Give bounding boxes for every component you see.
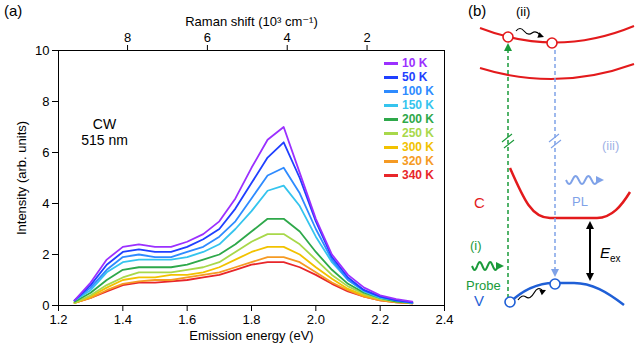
svg-text:Raman shift (10³ cm⁻¹): Raman shift (10³ cm⁻¹) bbox=[185, 14, 318, 29]
html-text:340 K: 340 K bbox=[402, 168, 434, 182]
svg-text:4: 4 bbox=[284, 30, 291, 45]
svg-text:V: V bbox=[474, 292, 484, 309]
svg-text:8: 8 bbox=[124, 30, 131, 45]
html-text:250 K: 250 K bbox=[402, 126, 434, 140]
svg-text:(iii): (iii) bbox=[602, 138, 619, 153]
svg-text:C: C bbox=[474, 194, 485, 211]
svg-text:(b): (b) bbox=[468, 2, 486, 19]
svg-text:6: 6 bbox=[42, 145, 49, 160]
svg-text:PL: PL bbox=[572, 194, 588, 209]
svg-text:2.2: 2.2 bbox=[371, 312, 389, 327]
svg-text:2.4: 2.4 bbox=[435, 312, 453, 327]
svg-text:2.0: 2.0 bbox=[307, 312, 325, 327]
html-text:100 K: 100 K bbox=[402, 84, 434, 98]
svg-text:1.8: 1.8 bbox=[242, 312, 260, 327]
svg-text:2: 2 bbox=[42, 247, 49, 262]
html-text:300 K: 300 K bbox=[402, 140, 434, 154]
html-text:50 K: 50 K bbox=[402, 70, 428, 84]
svg-text:8: 8 bbox=[42, 94, 49, 109]
svg-text:1.4: 1.4 bbox=[114, 312, 132, 327]
svg-text:(ii): (ii) bbox=[516, 4, 530, 19]
svg-text:4: 4 bbox=[42, 196, 49, 211]
html-text:10 K: 10 K bbox=[402, 56, 428, 70]
svg-text:Eex: Eex bbox=[600, 244, 621, 264]
svg-text:Emission energy (eV): Emission energy (eV) bbox=[189, 328, 313, 343]
svg-text:Intensity (arb. units): Intensity (arb. units) bbox=[14, 121, 29, 235]
svg-text:10: 10 bbox=[35, 43, 49, 58]
svg-text:(i): (i) bbox=[470, 238, 482, 253]
html-text:200 K: 200 K bbox=[402, 112, 434, 126]
svg-text:2: 2 bbox=[363, 30, 370, 45]
svg-text:1.2: 1.2 bbox=[49, 312, 67, 327]
svg-text:0: 0 bbox=[42, 298, 49, 313]
svg-text:Probe: Probe bbox=[466, 278, 501, 293]
html-text:150 K: 150 K bbox=[402, 98, 434, 112]
svg-text:CW515 nm: CW515 nm bbox=[81, 116, 128, 147]
svg-text:6: 6 bbox=[204, 30, 211, 45]
html-text:(a): (a) bbox=[4, 2, 23, 19]
svg-text:1.6: 1.6 bbox=[178, 312, 196, 327]
html-text:320 K: 320 K bbox=[402, 154, 434, 168]
